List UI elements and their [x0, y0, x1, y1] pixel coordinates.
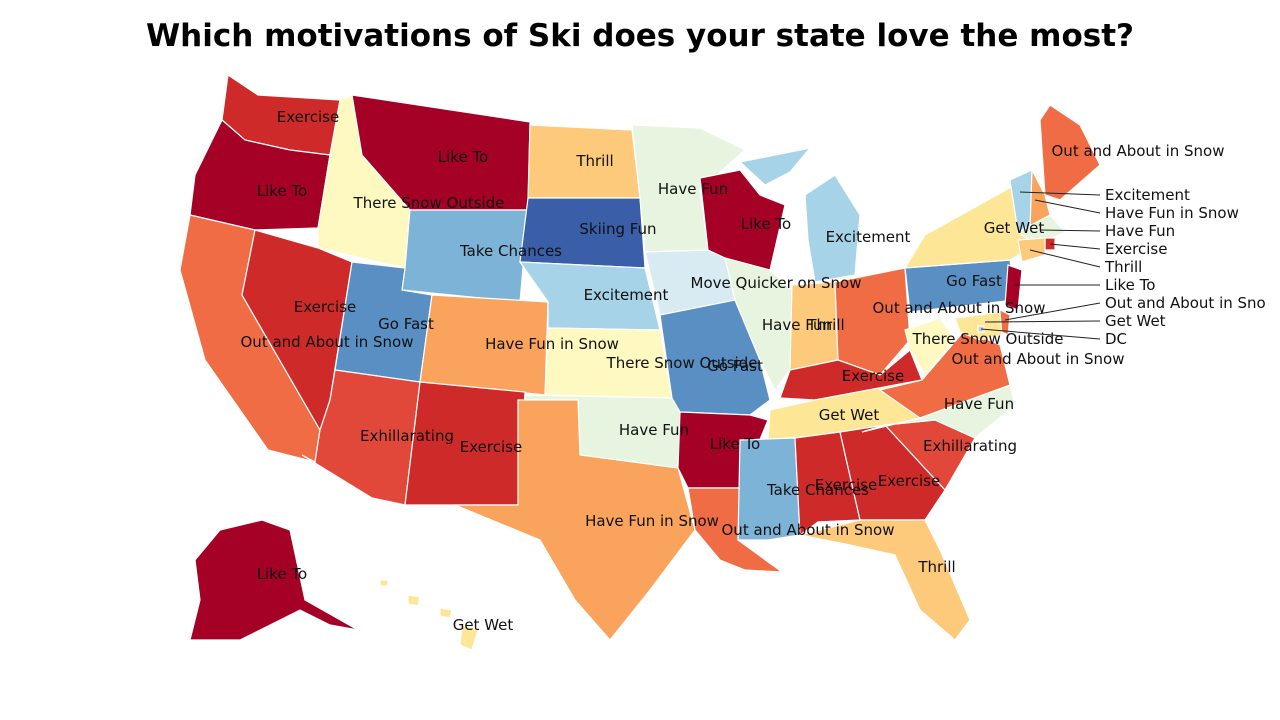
states-layer	[179, 73, 1101, 651]
state-label-va: Out and About in Snow	[952, 350, 1125, 368]
state-hi	[379, 579, 479, 651]
state-label-sd: Skiing Fun	[579, 220, 656, 238]
state-label-ak: Like To	[257, 565, 307, 583]
state-label-id: There Snow Outside	[353, 194, 505, 212]
callout-leader-vt	[1019, 191, 1101, 196]
state-al	[794, 431, 861, 537]
state-label-al: Exercise	[815, 476, 877, 494]
state-label-wv: There Snow Outside	[912, 330, 1064, 348]
state-ak	[189, 519, 359, 641]
state-label-ks: There Snow Outside	[606, 354, 758, 372]
callout-leader-nh	[1034, 199, 1101, 214]
callout-label-dc: DC	[1105, 330, 1127, 348]
state-label-wa: Exercise	[277, 108, 339, 126]
state-tx	[454, 399, 696, 641]
callout-label-ri: Exercise	[1105, 240, 1167, 258]
state-nj	[1004, 264, 1023, 311]
state-mi	[738, 147, 861, 283]
state-label-pa: Go Fast	[946, 272, 1002, 290]
callout-label-md: Get Wet	[1105, 312, 1166, 330]
callout-label-nj: Like To	[1105, 276, 1155, 294]
state-label-ca: Out and About in Snow	[241, 333, 414, 351]
state-oh	[834, 267, 911, 376]
state-label-ok: Have Fun	[619, 421, 689, 439]
state-label-wi: Like To	[741, 215, 791, 233]
callout-leader-dc	[980, 328, 1101, 340]
state-label-ga: Exercise	[878, 472, 940, 490]
state-label-co: Have Fun in Snow	[485, 335, 619, 353]
state-label-az: Exhillarating	[360, 427, 454, 445]
state-label-fl: Thrill	[917, 558, 955, 576]
state-label-ms: Take Chances	[766, 481, 869, 499]
callout-leader-ma	[1039, 229, 1101, 232]
state-label-sc: Exhillarating	[923, 437, 1017, 455]
state-label-mn: Have Fun	[658, 180, 728, 198]
state-mn	[631, 124, 747, 253]
callout-leader-md	[984, 320, 1101, 323]
state-label-tx: Have Fun in Snow	[585, 512, 719, 530]
state-fl	[799, 519, 971, 641]
callout-label-vt: Excitement	[1105, 186, 1190, 204]
state-label-nd: Thrill	[575, 152, 613, 170]
callout-label-ma: Have Fun	[1105, 222, 1175, 240]
callout-leader-ct	[1029, 249, 1101, 268]
state-label-nm: Exercise	[460, 438, 522, 456]
state-label-or: Like To	[257, 182, 307, 200]
state-label-mi: Excitement	[826, 228, 911, 246]
state-wy	[401, 209, 529, 303]
state-label-mo: Go Fast	[707, 357, 763, 375]
state-ky	[779, 349, 923, 401]
state-label-la: Out and About in Snow	[722, 521, 895, 539]
state-label-ia: Move Quicker on Snow	[691, 274, 862, 292]
state-label-in: Thrill	[806, 316, 844, 334]
state-label-hi: Get Wet	[453, 616, 514, 634]
state-label-mt: Like To	[438, 148, 488, 166]
state-label-wy: Take Chances	[459, 242, 562, 260]
labels-layer: Exercise Like To Exercise Like To Take Chanc…	[241, 108, 1225, 634]
state-label-il: Have Fun	[762, 316, 832, 334]
state-wv	[904, 317, 956, 377]
state-label-nc: Have Fun	[944, 395, 1014, 413]
state-label-ar: Like To	[710, 435, 760, 453]
callout-leader-de	[1004, 302, 1101, 321]
state-ga	[839, 424, 946, 521]
state-label-oh: Out and About in Snow	[873, 299, 1046, 317]
callout-label-de: Out and About in Sno	[1105, 294, 1266, 312]
state-il	[724, 257, 793, 392]
state-label-tn: Get Wet	[819, 406, 880, 424]
state-label-ny: Get Wet	[984, 219, 1045, 237]
state-label-ut: Go Fast	[378, 315, 434, 333]
callout-leader-ri	[1049, 243, 1101, 250]
state-label-nv: Exercise	[294, 298, 356, 316]
map-title: Which motivations of Ski does your state…	[145, 18, 1135, 54]
state-label-ne: Excitement	[584, 286, 669, 304]
state-va	[878, 329, 1011, 419]
state-label-ky: Exercise	[842, 367, 904, 385]
state-ms	[737, 437, 801, 541]
callout-label-ct: Thrill	[1104, 258, 1142, 276]
state-label-me: Out and About in Snow	[1052, 142, 1225, 160]
callout-label-nh: Have Fun in Snow	[1105, 204, 1239, 222]
